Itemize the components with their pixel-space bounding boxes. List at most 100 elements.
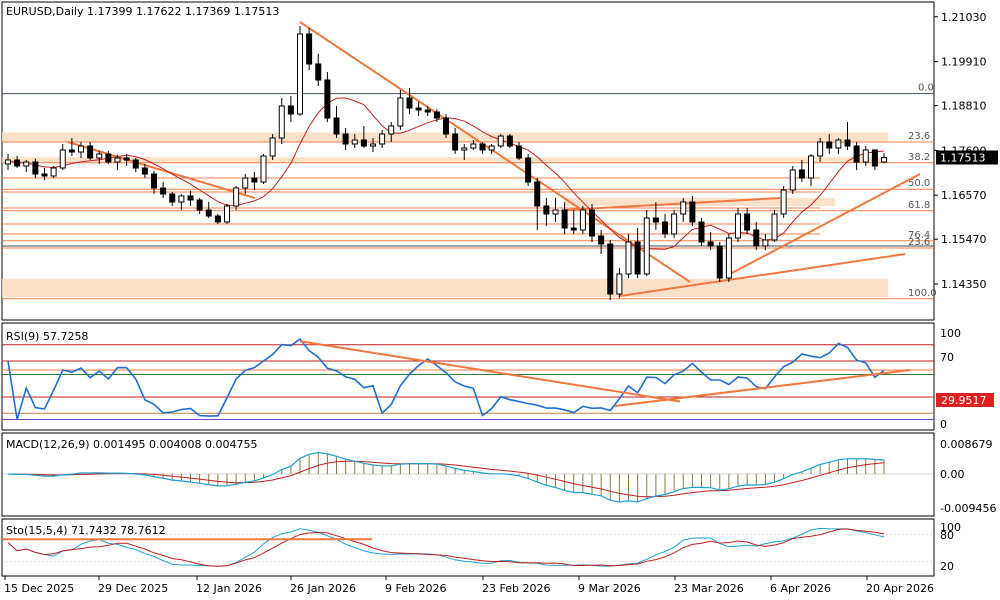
candle-body xyxy=(488,145,495,151)
candle-body xyxy=(50,167,57,177)
candle-body xyxy=(698,221,705,243)
candle-body xyxy=(388,125,395,135)
candle-body xyxy=(808,155,814,179)
price-tick-label: 1.15470 xyxy=(941,233,987,246)
candle-body xyxy=(278,105,285,139)
candle-body xyxy=(589,209,595,237)
candle-body xyxy=(817,141,824,157)
price-tick-label: 1.21030 xyxy=(941,11,987,24)
stoch-k-line xyxy=(7,527,885,567)
candle-body xyxy=(798,169,805,179)
stoch-pane[interactable] xyxy=(1,518,935,577)
stochastic-indicator xyxy=(2,527,934,567)
candle-body xyxy=(169,193,176,203)
candle-body xyxy=(680,201,687,215)
fib-zone xyxy=(2,278,888,298)
trend-line xyxy=(299,21,691,283)
macd-indicator xyxy=(2,451,934,503)
candle-body xyxy=(23,161,30,167)
rsi-tick-100: 100 xyxy=(940,327,961,340)
candle-body xyxy=(351,139,358,145)
candle-body xyxy=(32,161,39,175)
candle-body xyxy=(406,97,413,109)
candle-body xyxy=(214,215,221,223)
candle-body xyxy=(534,181,541,207)
candle-body xyxy=(178,195,185,203)
svg-text:1.17513: 1.17513 xyxy=(940,151,986,164)
rsi-marker: 29.9517 xyxy=(941,394,987,407)
fib-label: 0.0 xyxy=(918,83,934,94)
macd-tick-zero: 0.00 xyxy=(940,468,965,481)
candle-body xyxy=(287,105,294,115)
fib-label: 50.0 xyxy=(908,178,930,189)
rsi-trend-line xyxy=(614,369,911,407)
fib-label: 61.8 xyxy=(908,200,930,211)
candle-body xyxy=(844,139,851,147)
rsi-label: RSI(9) 57.7258 xyxy=(6,330,88,343)
candle-body xyxy=(543,205,550,215)
fib-label: 23.6 xyxy=(908,131,930,142)
candle-body xyxy=(233,187,240,207)
candle-body xyxy=(132,159,139,169)
candle-body xyxy=(196,199,203,211)
candle-body xyxy=(643,217,650,275)
candle-body xyxy=(242,177,249,189)
date-label: 9 Feb 2026 xyxy=(385,582,446,595)
candle-body xyxy=(707,241,714,247)
candle-body xyxy=(224,205,230,223)
price-tick-label: 1.16570 xyxy=(941,189,987,202)
candle-body xyxy=(744,213,751,231)
date-label: 26 Jan 2026 xyxy=(290,582,356,595)
fib-zone xyxy=(2,157,888,163)
price-tick-label: 1.18810 xyxy=(941,100,987,113)
stoch-tick-20: 20 xyxy=(940,560,954,573)
candle-body xyxy=(461,147,468,151)
candle-body xyxy=(251,177,258,183)
candle-body xyxy=(689,201,696,223)
macd-label: MACD(12,26,9) 0.001495 0.004008 0.004755 xyxy=(6,438,258,451)
candle-body xyxy=(470,143,477,149)
candle-body xyxy=(333,117,340,135)
candle-body xyxy=(114,157,121,163)
fib-zone xyxy=(2,132,888,142)
candle-body xyxy=(835,139,842,149)
rsi-tick-0: 0 xyxy=(940,418,947,431)
candle-body xyxy=(78,145,84,153)
candle-body xyxy=(780,189,787,215)
fib-label: 76.4 xyxy=(908,230,930,241)
candle-body xyxy=(105,153,112,163)
candle-body xyxy=(379,133,386,145)
candle-body xyxy=(269,137,276,157)
fib-label: 23.6 xyxy=(908,237,930,248)
candle-body xyxy=(424,109,431,113)
candle-body xyxy=(506,135,513,147)
candle-body xyxy=(826,141,833,149)
candle-body xyxy=(634,241,641,275)
candle-body xyxy=(716,245,723,279)
candle-body xyxy=(141,167,148,175)
candle-body xyxy=(443,117,449,135)
candle-body xyxy=(151,173,157,189)
candle-body xyxy=(160,187,167,195)
macd-tick-top: 0.008679 xyxy=(940,438,993,451)
date-label: 29 Dec 2025 xyxy=(98,582,168,595)
candle-body xyxy=(87,145,94,159)
rsi-pane[interactable] xyxy=(1,322,935,431)
date-label: 6 Apr 2026 xyxy=(770,582,831,595)
candle-body xyxy=(525,157,532,183)
stoch-label: Sto(15,5,4) 71.7432 78.7612 xyxy=(6,524,166,537)
candles xyxy=(5,26,887,300)
rsi-tick-70: 70 xyxy=(940,351,954,364)
candle-body xyxy=(370,143,376,147)
candle-body xyxy=(41,173,48,177)
date-label: 9 Mar 2026 xyxy=(578,582,641,595)
candle-body xyxy=(753,229,760,247)
candle-body xyxy=(607,243,614,295)
candle-body xyxy=(96,153,103,159)
candle-body xyxy=(433,111,440,119)
candle-body xyxy=(14,159,21,167)
stoch-d-line xyxy=(7,528,885,567)
candle-body xyxy=(5,159,11,165)
candle-body xyxy=(68,149,75,153)
